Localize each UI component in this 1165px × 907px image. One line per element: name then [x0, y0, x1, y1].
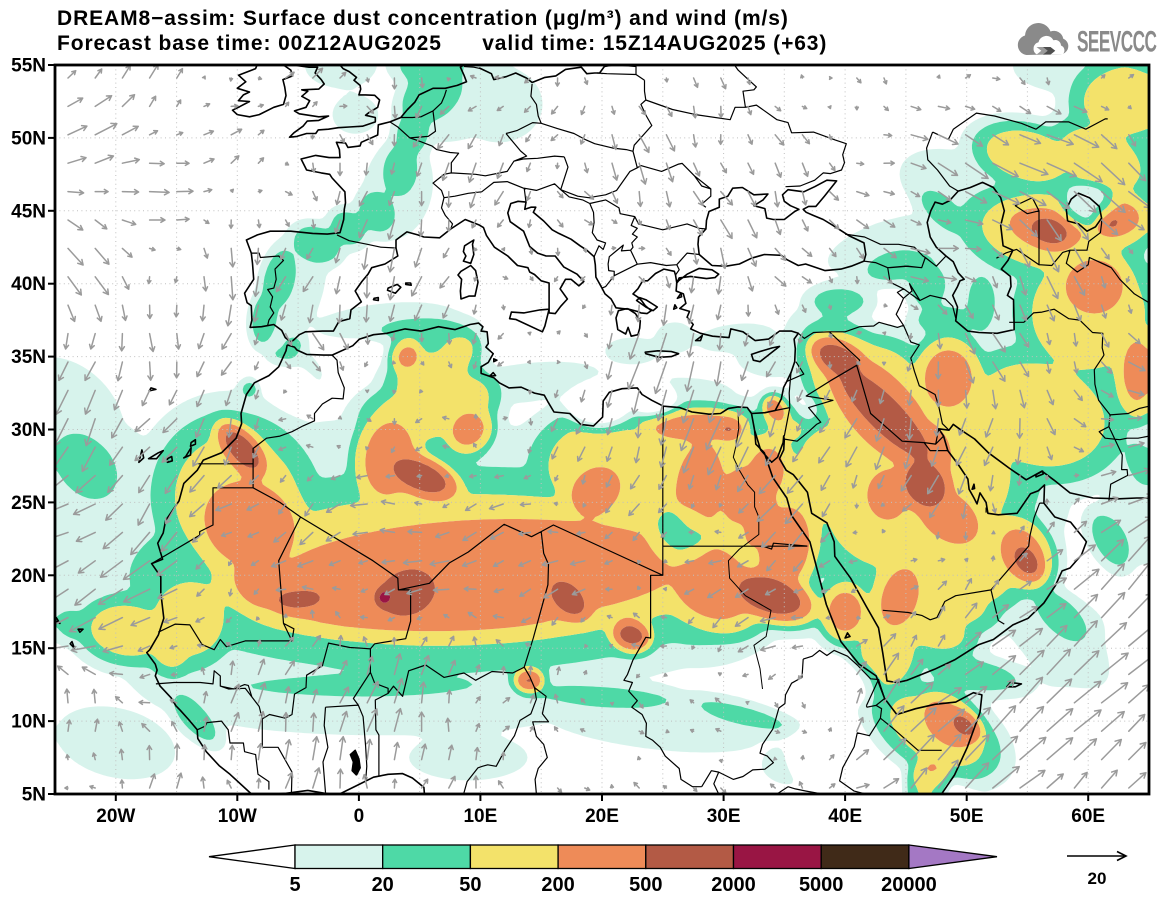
svg-text:50E: 50E — [950, 806, 984, 827]
svg-text:10N: 10N — [11, 712, 46, 733]
svg-text:5: 5 — [289, 874, 300, 896]
svg-text:15N: 15N — [11, 639, 46, 660]
svg-text:20N: 20N — [11, 566, 46, 587]
svg-text:55N: 55N — [11, 56, 46, 77]
svg-text:DREAM8−assim: Surface dust con: DREAM8−assim: Surface dust concentration… — [57, 7, 789, 30]
svg-text:500: 500 — [629, 874, 662, 896]
svg-text:25N: 25N — [11, 493, 46, 514]
svg-text:2000: 2000 — [711, 874, 756, 896]
svg-text:0: 0 — [354, 806, 365, 827]
svg-text:10W: 10W — [218, 806, 257, 827]
svg-text:30E: 30E — [707, 806, 741, 827]
svg-text:5N: 5N — [22, 785, 46, 806]
svg-text:50: 50 — [459, 874, 481, 896]
svg-text:60E: 60E — [1071, 806, 1105, 827]
svg-text:40N: 40N — [11, 274, 46, 295]
svg-text:20000: 20000 — [881, 874, 937, 896]
svg-text:10E: 10E — [463, 806, 497, 827]
svg-text:20W: 20W — [96, 806, 135, 827]
svg-text:50N: 50N — [11, 128, 46, 149]
svg-text:200: 200 — [541, 874, 574, 896]
svg-text:Forecast base time: 00Z12AUG20: Forecast base time: 00Z12AUG2025 valid t… — [57, 32, 827, 55]
svg-text:20: 20 — [1088, 869, 1107, 888]
svg-text:20: 20 — [372, 874, 394, 896]
svg-text:20E: 20E — [585, 806, 619, 827]
svg-text:5000: 5000 — [799, 874, 844, 896]
svg-text:30N: 30N — [11, 420, 46, 441]
svg-text:40E: 40E — [828, 806, 862, 827]
svg-text:SEEVCCC: SEEVCCC — [1077, 26, 1156, 59]
svg-text:45N: 45N — [11, 201, 46, 222]
svg-text:35N: 35N — [11, 347, 46, 368]
